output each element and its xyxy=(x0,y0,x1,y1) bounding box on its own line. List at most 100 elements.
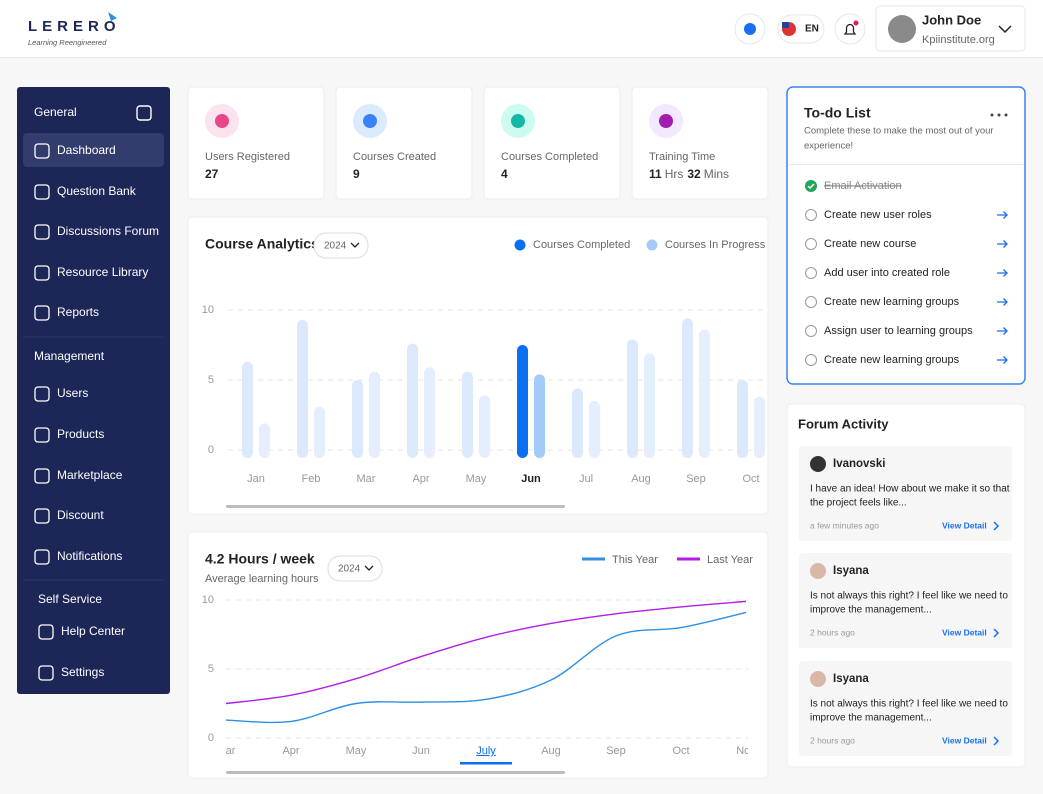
line-plot: Mar Apr May Jun July Aug Sep Oct Nov xyxy=(226,600,756,765)
todo-arrow[interactable] xyxy=(997,298,1008,306)
bar xyxy=(644,353,655,458)
legend-marker xyxy=(514,239,526,251)
todo-arrow[interactable] xyxy=(997,269,1008,277)
chart-title: 4.2 Hours / week xyxy=(205,551,315,567)
nav-icon xyxy=(38,665,54,681)
language-button[interactable] xyxy=(777,14,825,44)
todo-check xyxy=(805,354,817,366)
x-tick-label: May xyxy=(466,473,487,485)
y-tick-label: 0 xyxy=(208,732,214,744)
bar xyxy=(479,395,490,458)
todo-arrow[interactable] xyxy=(997,356,1008,364)
bar xyxy=(259,423,270,458)
bar xyxy=(369,371,380,458)
nav-icon xyxy=(34,305,50,321)
x-tick-label: Jun xyxy=(412,745,430,757)
todo-item[interactable]: Create new user roles xyxy=(824,209,932,221)
chevron xyxy=(993,736,1000,746)
nav-item[interactable]: Discussions Forum xyxy=(57,224,159,238)
nav-item[interactable]: Notifications xyxy=(57,549,122,563)
nav-icon xyxy=(34,468,50,484)
stat-icon xyxy=(511,114,525,128)
todo-card xyxy=(786,86,1026,385)
view-detail[interactable]: View Detail xyxy=(942,627,987,637)
nav-item[interactable]: Products xyxy=(57,427,104,441)
y-tick-label: 10 xyxy=(202,304,214,316)
user-menu-chevron xyxy=(998,25,1012,34)
x-tick-label: Nov xyxy=(736,745,756,757)
period-label: 2024 xyxy=(338,564,361,575)
nav-icon xyxy=(34,386,50,402)
view-detail[interactable]: View Detail xyxy=(942,735,987,745)
post-author: Isyana xyxy=(833,565,869,577)
chart-title: Course Analytics xyxy=(205,236,319,252)
bar xyxy=(699,329,710,458)
language[interactable]: EN xyxy=(805,24,819,35)
notification-button[interactable] xyxy=(834,13,866,45)
chevron xyxy=(993,521,1000,531)
x-tick-label: Oct xyxy=(742,473,759,485)
nav-section-title: Self Service xyxy=(38,592,102,606)
user-menu[interactable] xyxy=(875,5,1026,52)
nav-item[interactable]: Reports xyxy=(57,305,99,319)
stat-label: Training Time xyxy=(649,151,715,163)
scrollbar xyxy=(226,771,565,774)
line-series xyxy=(226,600,747,705)
nav-icon xyxy=(34,184,50,200)
bar xyxy=(297,319,308,458)
bar xyxy=(407,343,418,458)
nav-item[interactable]: Discount xyxy=(57,508,104,522)
collapse-button[interactable] xyxy=(136,105,152,121)
x-tick-label: Jun xyxy=(521,473,541,485)
stat-icon xyxy=(215,114,229,128)
period-dropdown[interactable] xyxy=(313,232,369,259)
nav-item[interactable]: Resource Library xyxy=(57,265,148,279)
period-dropdown[interactable] xyxy=(327,555,383,582)
flag-canton xyxy=(782,22,789,28)
stat-part: Mins xyxy=(704,167,729,181)
user-avatar xyxy=(888,15,916,43)
post-text: Is not always this right? I feel like we… xyxy=(810,699,1008,710)
post-avatar xyxy=(810,671,826,687)
post-avatar xyxy=(810,456,826,472)
post-author: Isyana xyxy=(833,673,869,685)
menu-dot xyxy=(997,113,1001,117)
post-text: Is not always this right? I feel like we… xyxy=(810,591,1008,602)
todo-check xyxy=(805,238,817,250)
todo-arrow[interactable] xyxy=(997,327,1008,335)
todo-item[interactable]: Assign user to learning groups xyxy=(824,325,973,337)
nav-item[interactable]: Settings xyxy=(61,665,104,679)
todo-item[interactable]: Create new learning groups xyxy=(824,354,960,366)
todo-arrow[interactable] xyxy=(997,240,1008,248)
nav-item[interactable]: Dashboard xyxy=(57,143,116,157)
todo-item[interactable]: Create new course xyxy=(824,238,916,250)
post-text: improve the management... xyxy=(810,605,932,616)
x-tick-label: Sep xyxy=(686,473,706,485)
nav-item[interactable]: Users xyxy=(57,386,88,400)
stat-label: Courses Created xyxy=(353,151,436,163)
view-detail[interactable]: View Detail xyxy=(942,520,987,530)
selected-underline xyxy=(460,762,512,765)
logo-mark xyxy=(108,12,117,21)
nav-item[interactable]: Marketplace xyxy=(57,468,123,482)
nav-item[interactable]: Question Bank xyxy=(57,184,137,198)
post-time: 2 hours ago xyxy=(810,735,855,745)
y-tick-label: 5 xyxy=(208,374,214,386)
bar xyxy=(314,406,325,458)
stat-part: Hrs xyxy=(665,167,684,181)
x-tick-label: July xyxy=(476,745,496,757)
x-tick-label: Aug xyxy=(631,473,651,485)
nav-active-bg xyxy=(23,133,164,167)
legend-marker xyxy=(646,239,658,251)
x-tick-label: Aug xyxy=(541,745,561,757)
post-time: a few minutes ago xyxy=(810,520,879,530)
todo-item[interactable]: Create new learning groups xyxy=(824,296,960,308)
logo: LERERO xyxy=(28,18,121,35)
bell-icon xyxy=(843,23,857,35)
forum-post xyxy=(799,446,1012,541)
nav-item[interactable]: Help Center xyxy=(61,624,125,638)
todo-item[interactable]: Add user into created role xyxy=(824,267,950,279)
stat-part: 11 xyxy=(649,167,662,181)
todo-arrow[interactable] xyxy=(997,211,1008,219)
